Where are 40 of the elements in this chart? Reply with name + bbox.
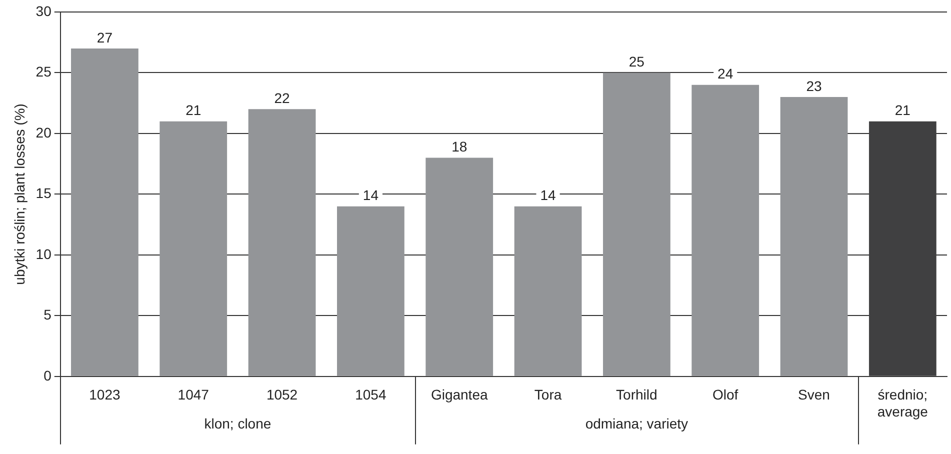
data-label: 21: [186, 102, 202, 118]
x-tick-label: 1023: [89, 386, 120, 403]
y-tick-label: 15: [36, 185, 52, 202]
y-axis-title: ubytki roślin; plant losses (%): [11, 104, 28, 285]
data-label: 24: [718, 66, 734, 82]
data-label: 23: [806, 78, 822, 94]
data-label: 14: [540, 187, 556, 204]
bar: [868, 121, 936, 376]
data-label: 22: [274, 90, 290, 106]
x-tick-label: średnio; average: [877, 386, 928, 420]
bar: [780, 97, 848, 376]
data-label: 14: [362, 187, 379, 204]
bar: [160, 121, 228, 376]
bar: [692, 84, 760, 376]
bar: [337, 206, 404, 376]
data-label: 21: [894, 102, 911, 118]
bar: [248, 109, 316, 376]
data-label: 18: [452, 138, 468, 155]
x-tick-label: 1054: [355, 386, 386, 403]
x-tick-label: 1047: [178, 386, 210, 403]
y-tick-label: 20: [36, 124, 52, 140]
x-tick-label: Olof: [712, 386, 738, 403]
bar: [426, 158, 494, 376]
y-tick-label: 0: [44, 367, 52, 384]
y-tick-label: 10: [36, 246, 52, 262]
y-tick-label: 5: [44, 306, 52, 323]
x-tick-label: Torhild: [616, 386, 658, 403]
x-tick-label: Tora: [534, 386, 562, 403]
data-label: 27: [96, 29, 113, 46]
x-tick-label: Gigantea: [430, 386, 488, 403]
y-tick-label: 30: [36, 2, 52, 19]
x-tick-label: Sven: [798, 386, 830, 403]
bar: [602, 72, 670, 376]
y-tick-label: 25: [36, 64, 52, 80]
data-label: 25: [628, 54, 645, 70]
bar: [71, 48, 138, 376]
text: odmiana; variety: [585, 415, 688, 432]
x-tick-label: 1052: [266, 386, 298, 403]
bar: [514, 206, 582, 376]
text: klon; clone: [204, 415, 272, 432]
